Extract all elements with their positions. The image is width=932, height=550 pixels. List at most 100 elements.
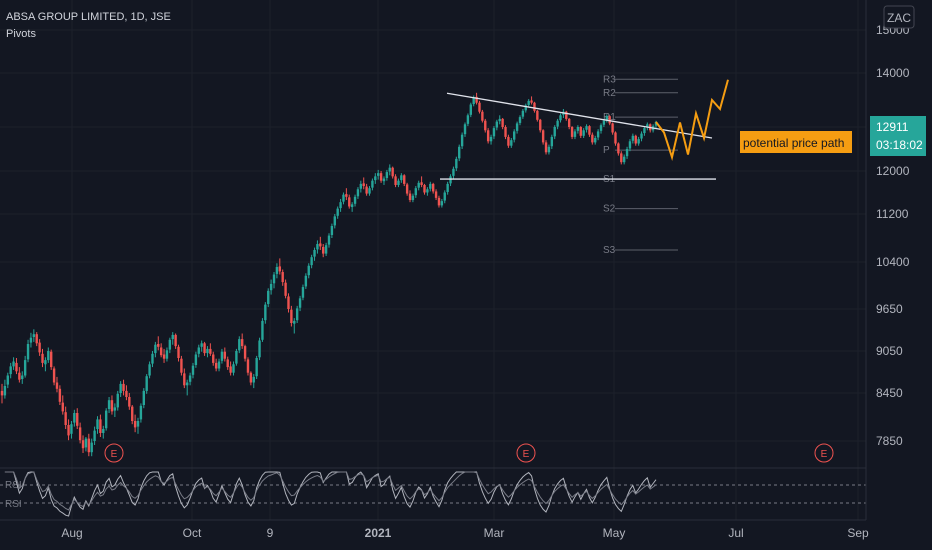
candle-body bbox=[492, 128, 496, 137]
candle-body bbox=[631, 135, 635, 141]
candle-body bbox=[264, 304, 267, 321]
price-axis[interactable]: 1500014000128001200011200104009650905084… bbox=[865, 0, 910, 520]
candle-body bbox=[21, 375, 24, 379]
currency-button[interactable]: ZAC bbox=[883, 5, 915, 29]
candle-body bbox=[637, 139, 640, 144]
rsi-line bbox=[4, 471, 657, 517]
candle-body bbox=[226, 359, 229, 368]
candle-body bbox=[240, 339, 244, 347]
candle-body bbox=[426, 189, 429, 193]
last-price-value: 12911 bbox=[876, 120, 909, 134]
candle-body bbox=[319, 243, 322, 247]
trend-lines bbox=[440, 79, 729, 180]
candle-body bbox=[99, 419, 102, 433]
rsi-line bbox=[4, 471, 657, 511]
indicator-label: Pivots bbox=[6, 28, 36, 40]
candle-body bbox=[177, 346, 180, 358]
candle-body bbox=[102, 429, 105, 433]
candle-body bbox=[23, 360, 27, 376]
candle-body bbox=[44, 360, 47, 365]
candle-body bbox=[481, 111, 484, 121]
candle-body bbox=[353, 196, 357, 204]
candle-body bbox=[449, 176, 452, 184]
time-tick-label: Jul bbox=[728, 526, 743, 540]
candle-body bbox=[128, 397, 131, 407]
candle-body bbox=[567, 118, 571, 127]
candle-body bbox=[379, 173, 383, 181]
candle-body bbox=[518, 117, 522, 123]
candle-body bbox=[403, 175, 406, 184]
time-tick-label: 2021 bbox=[365, 526, 392, 540]
candle-body bbox=[249, 372, 253, 383]
pivot-label-s3: S3 bbox=[603, 245, 616, 256]
candle-body bbox=[417, 182, 420, 188]
candle-body bbox=[258, 340, 261, 358]
candle-body bbox=[495, 121, 499, 128]
candle-body bbox=[290, 309, 293, 323]
candle-body bbox=[113, 407, 117, 411]
candle-body bbox=[498, 118, 501, 122]
candle-body bbox=[180, 358, 183, 373]
candle-body bbox=[504, 127, 507, 137]
candle-body bbox=[507, 136, 510, 146]
candle-body bbox=[455, 158, 458, 169]
price-tick-label: 12000 bbox=[876, 164, 910, 178]
candle-body bbox=[214, 362, 218, 369]
currency-label: ZAC bbox=[887, 11, 911, 25]
bar-countdown: 03:18:02 bbox=[876, 138, 923, 152]
earnings-marker-label: E bbox=[111, 449, 118, 460]
price-tick-label: 7850 bbox=[876, 434, 903, 448]
candle-body bbox=[133, 421, 137, 428]
candle-body bbox=[628, 141, 632, 149]
candle-body bbox=[116, 393, 119, 408]
price-tick-label: 10400 bbox=[876, 255, 910, 269]
earnings-marker-label: E bbox=[821, 449, 828, 460]
rsi-pane: RSI RSI bbox=[0, 467, 866, 517]
candle-body bbox=[359, 183, 363, 189]
candle-body bbox=[151, 353, 154, 364]
candle-body bbox=[220, 351, 224, 361]
candle-body bbox=[61, 402, 64, 412]
candle-body bbox=[333, 216, 336, 226]
candle-body bbox=[90, 442, 93, 453]
candle-body bbox=[87, 438, 91, 453]
resistance-trendline bbox=[446, 92, 713, 139]
candle-body bbox=[174, 334, 177, 347]
candle-body bbox=[336, 208, 339, 216]
candle-body bbox=[154, 344, 157, 354]
candle-body bbox=[200, 343, 203, 347]
candle-body bbox=[330, 226, 334, 235]
time-tick-label: Sep bbox=[847, 526, 869, 540]
candle-body bbox=[81, 440, 85, 449]
time-tick-label: Oct bbox=[183, 526, 202, 540]
pivot-label-s2: S2 bbox=[603, 204, 616, 215]
time-axis[interactable]: Aug Oct 9 2021 Mar May Jul Sep bbox=[0, 519, 869, 540]
candle-body bbox=[76, 413, 79, 426]
candle-body bbox=[119, 383, 122, 393]
candle-body bbox=[478, 102, 481, 112]
candle-body bbox=[304, 275, 308, 287]
candle-body bbox=[458, 146, 461, 159]
price-tick-label: 9650 bbox=[876, 302, 903, 316]
candle-body bbox=[550, 136, 554, 147]
candle-body bbox=[400, 175, 403, 181]
candle-body bbox=[510, 140, 513, 146]
candle-body bbox=[269, 283, 273, 291]
candle-body bbox=[391, 167, 394, 177]
candle-body bbox=[405, 184, 409, 194]
candle-body bbox=[301, 287, 305, 298]
candle-body bbox=[32, 334, 36, 337]
candle-body bbox=[252, 376, 255, 383]
candle-body bbox=[622, 156, 626, 163]
candle-body bbox=[605, 116, 609, 121]
candle-body bbox=[382, 178, 386, 182]
candle-body bbox=[223, 351, 227, 359]
candle-body bbox=[350, 204, 354, 208]
candle-body bbox=[327, 235, 331, 245]
candle-body bbox=[6, 375, 9, 385]
rsi-label: RSI bbox=[5, 480, 22, 491]
candle-body bbox=[348, 197, 351, 207]
candle-body bbox=[281, 272, 284, 283]
candle-body bbox=[324, 245, 328, 254]
